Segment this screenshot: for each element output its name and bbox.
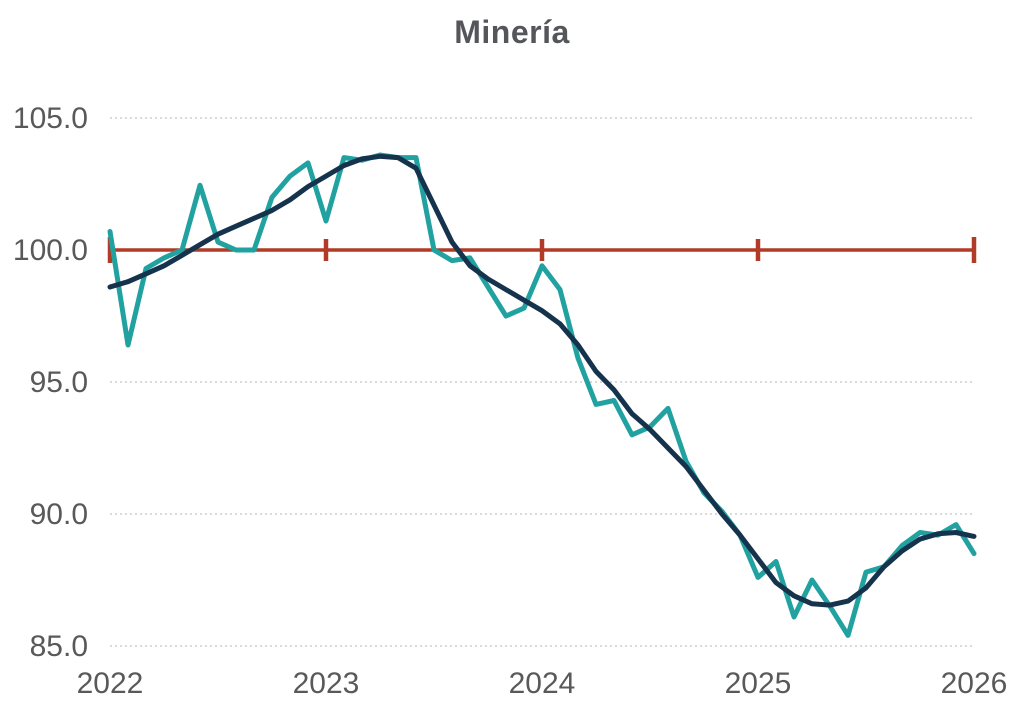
x-tick-label-2024: 2024 — [509, 667, 576, 700]
chart-title: Minería — [454, 14, 570, 50]
y-tick-label-85.0: 85.0 — [30, 630, 88, 663]
y-tick-label-95.0: 95.0 — [30, 366, 88, 399]
x-tick-label-2026: 2026 — [941, 667, 1008, 700]
x-tick-label-2023: 2023 — [293, 667, 360, 700]
x-tick-label-2025: 2025 — [725, 667, 792, 700]
y-tick-label-105.0: 105.0 — [13, 102, 88, 135]
y-tick-label-90.0: 90.0 — [30, 498, 88, 531]
x-tick-label-2022: 2022 — [77, 667, 144, 700]
trend-series-line — [107, 153, 977, 608]
y-tick-label-100.0: 100.0 — [13, 234, 88, 267]
